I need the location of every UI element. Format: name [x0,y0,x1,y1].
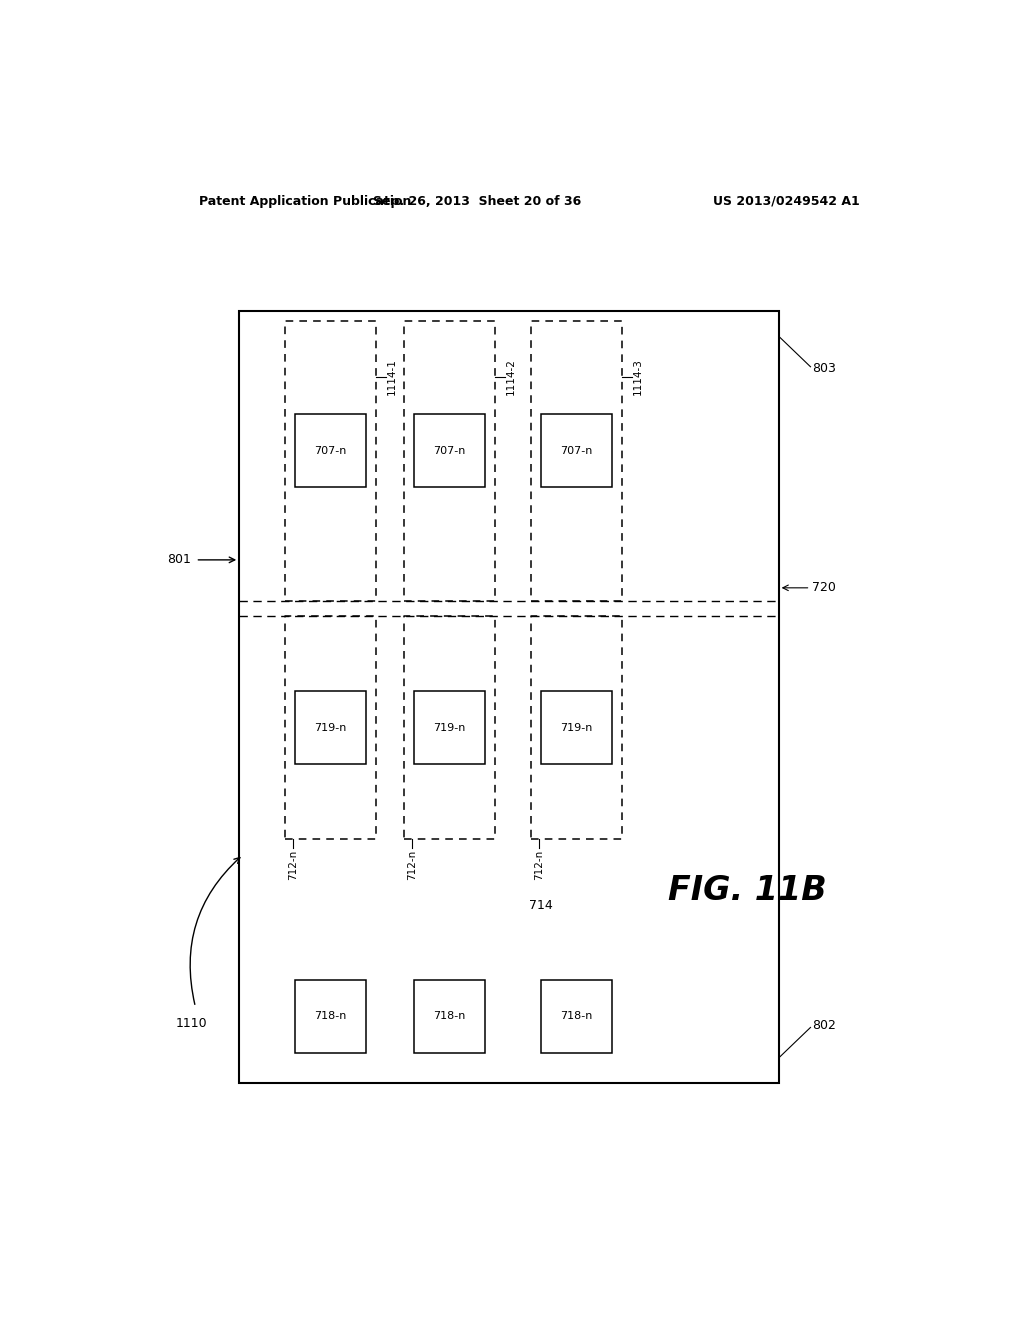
Text: 718-n: 718-n [433,1011,466,1022]
Text: 1114-3: 1114-3 [633,359,643,396]
Text: Patent Application Publication: Patent Application Publication [200,194,412,207]
Text: 707-n: 707-n [433,446,466,455]
Bar [295,690,367,764]
Text: 719-n: 719-n [314,722,346,733]
Text: 720: 720 [812,581,836,594]
Text: 802: 802 [812,1019,836,1032]
Bar [414,690,485,764]
Bar [414,979,485,1053]
Text: 714: 714 [528,899,553,912]
Text: 707-n: 707-n [314,446,346,455]
Text: 719-n: 719-n [560,722,593,733]
Text: 719-n: 719-n [433,722,466,733]
Text: 712-n: 712-n [407,850,417,880]
Text: 718-n: 718-n [314,1011,346,1022]
Text: US 2013/0249542 A1: US 2013/0249542 A1 [714,194,860,207]
Text: 712-n: 712-n [288,850,298,880]
Text: FIG. 11B: FIG. 11B [668,874,826,907]
Text: 712-n: 712-n [534,850,544,880]
Bar [541,690,612,764]
Bar [295,414,367,487]
Bar [414,414,485,487]
Text: 801: 801 [168,553,191,566]
Text: 707-n: 707-n [560,446,593,455]
Text: 718-n: 718-n [560,1011,593,1022]
Bar [541,979,612,1053]
Text: 1110: 1110 [176,1018,207,1030]
Bar [541,414,612,487]
Text: 1114-1: 1114-1 [387,359,397,396]
Bar [295,979,367,1053]
Bar [240,312,779,1084]
Text: 1114-2: 1114-2 [506,359,516,396]
Text: Sep. 26, 2013  Sheet 20 of 36: Sep. 26, 2013 Sheet 20 of 36 [373,194,582,207]
Text: 803: 803 [812,362,836,375]
